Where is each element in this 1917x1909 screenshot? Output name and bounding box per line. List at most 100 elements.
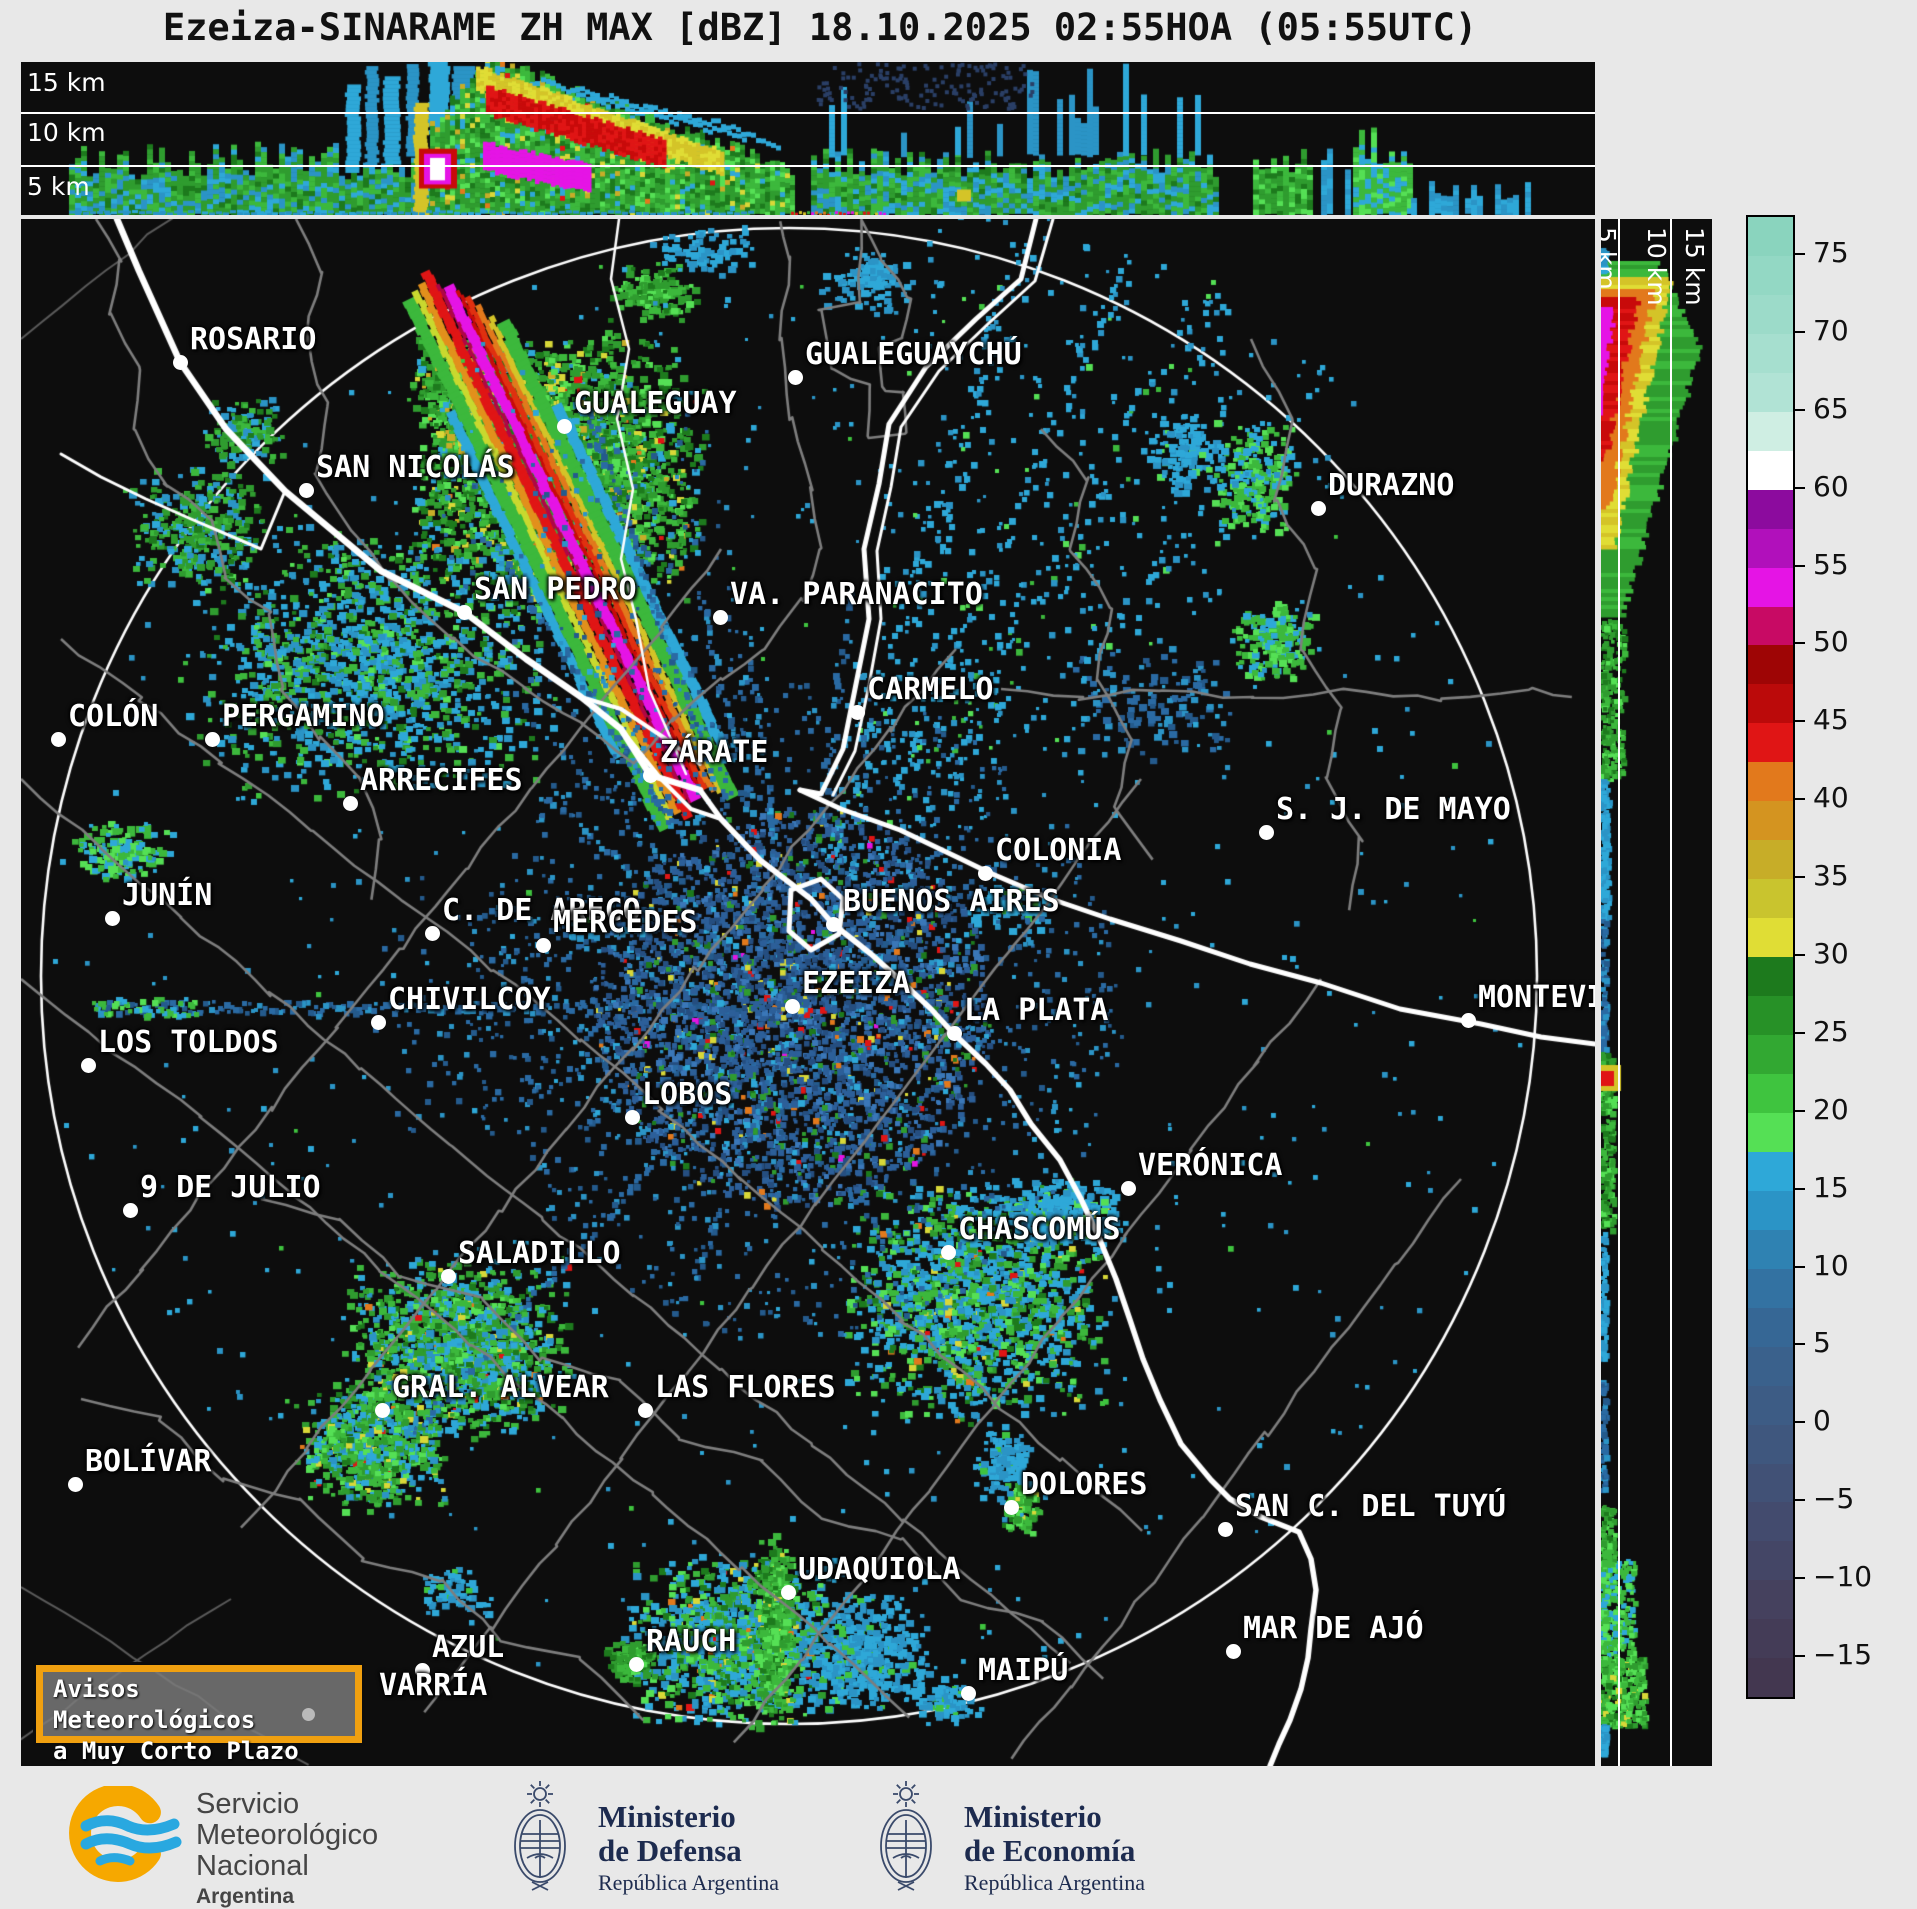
top-cross-section-canvas	[21, 62, 1595, 215]
city-label: LA PLATA	[964, 993, 1109, 1028]
colorbar-tick	[1793, 1499, 1805, 1502]
colorbar-segment	[1748, 840, 1793, 880]
colorbar-tick	[1793, 564, 1805, 567]
city-dot	[205, 732, 220, 747]
right-cross-section-panel: 5 km 10 km 15 km	[1601, 219, 1712, 1766]
colorbar-tick	[1793, 330, 1805, 333]
city-label: LOBOS	[642, 1077, 733, 1112]
city-dot-behind-box	[302, 1708, 315, 1721]
colorbar-segment	[1748, 1424, 1793, 1464]
colorbar-tick	[1793, 1421, 1805, 1424]
colorbar-segment	[1748, 1073, 1793, 1113]
colorbar-segment	[1748, 684, 1793, 724]
colorbar-tick-label: −5	[1813, 1482, 1855, 1516]
colorbar-tick	[1793, 252, 1805, 255]
smn-line: Servicio	[196, 1788, 300, 1820]
colorbar-tick-label: 25	[1813, 1014, 1849, 1048]
city-label: COLÓN	[68, 699, 159, 734]
height-gridline	[21, 112, 1595, 114]
colorbar-tick-label: −10	[1813, 1560, 1873, 1594]
coat-of-arms-icon	[514, 1781, 566, 1891]
city-dot	[536, 938, 551, 953]
colorbar-segment	[1748, 450, 1793, 490]
colorbar-tick-label: 30	[1813, 936, 1849, 970]
colorbar-segment	[1748, 217, 1793, 256]
city-dot	[1226, 1644, 1241, 1659]
colorbar-segment	[1748, 372, 1793, 412]
colorbar-segment	[1748, 1112, 1793, 1152]
height-axis-label: 5 km	[27, 172, 90, 201]
colorbar-segment	[1748, 489, 1793, 529]
smn-country: Argentina	[196, 1885, 295, 1908]
city-dot	[173, 355, 188, 370]
city-dot	[713, 610, 728, 625]
height-axis-label: 5 km	[1601, 227, 1621, 290]
colorbar-segment	[1748, 1307, 1793, 1347]
ministry-line: República Argentina	[964, 1870, 1146, 1895]
city-label: SAN C. DEL TUYÚ	[1235, 1489, 1506, 1524]
colorbar-segment	[1748, 1502, 1793, 1542]
city-dot	[978, 866, 993, 881]
city-dot	[105, 911, 120, 926]
colorbar-tick-label: 45	[1813, 703, 1849, 737]
city-label: VERÓNICA	[1138, 1148, 1283, 1183]
colorbar-tick-label: 35	[1813, 858, 1849, 892]
city-label: AZUL	[432, 1630, 505, 1665]
colorbar-segment	[1748, 801, 1793, 841]
city-dot	[557, 419, 572, 434]
colorbar-tick	[1793, 1577, 1805, 1580]
colorbar-tick	[1793, 1343, 1805, 1346]
colorbar-segment	[1748, 1619, 1793, 1659]
colorbar-tick-label: 65	[1813, 391, 1849, 425]
city-label: EZEIZA	[802, 966, 911, 1001]
colorbar-tick-label: 55	[1813, 547, 1849, 581]
city-label: MERCEDES	[553, 905, 698, 940]
city-dot	[415, 1663, 430, 1678]
city-label: GUALEGUAY	[574, 386, 737, 421]
top-cross-section-panel: 15 km 10 km 5 km	[21, 62, 1595, 215]
city-label: VARRÍA	[379, 1668, 488, 1703]
city-dot	[81, 1058, 96, 1073]
city-dot	[441, 1269, 456, 1284]
colorbar-segment	[1748, 723, 1793, 763]
city-label: RAUCH	[646, 1624, 737, 1659]
smn-text: Servicio Meteorológico Nacional Argentin…	[196, 1789, 378, 1909]
city-label: DOLORES	[1021, 1467, 1148, 1502]
city-label: SALADILLO	[458, 1236, 621, 1271]
colorbar-tick-label: 50	[1813, 625, 1849, 659]
city-label: DURAZNO	[1328, 468, 1455, 503]
city-label: ARRECIFES	[360, 763, 523, 798]
city-dot	[625, 1110, 640, 1125]
city-label: MONTEVI	[1478, 980, 1595, 1015]
city-label: GRAL. ALVEAR	[392, 1370, 609, 1405]
city-dot	[68, 1477, 83, 1492]
colorbar-tick-label: 70	[1813, 313, 1849, 347]
colorbar-tick-label: 40	[1813, 781, 1849, 815]
smn-logo	[56, 1784, 188, 1890]
colorbar-segment	[1748, 1229, 1793, 1269]
city-dot	[1004, 1500, 1019, 1515]
city-dot	[947, 1026, 962, 1041]
city-dot	[850, 705, 865, 720]
colorbar-tick-label: 15	[1813, 1170, 1849, 1204]
radar-map-canvas	[21, 219, 1595, 1766]
city-label: PERGAMINO	[222, 699, 385, 734]
city-label: VA. PARANACITO	[730, 577, 983, 612]
city-dot	[299, 483, 314, 498]
colorbar-segment	[1748, 762, 1793, 802]
colorbar-tick-label: 60	[1813, 469, 1849, 503]
city-dot	[961, 1686, 976, 1701]
colorbar-segment	[1748, 1346, 1793, 1386]
city-label: ROSARIO	[190, 322, 317, 357]
ministry-line: de Economía	[964, 1833, 1136, 1868]
colorbar-segment	[1748, 1190, 1793, 1230]
city-dot	[1218, 1522, 1233, 1537]
height-gridline	[1670, 219, 1672, 1766]
ministry-line: Ministerio	[964, 1799, 1102, 1834]
city-label: CHASCOMÚS	[958, 1212, 1121, 1247]
colorbar-tick	[1793, 954, 1805, 956]
city-label: MAR DE AJÓ	[1243, 1611, 1424, 1646]
colorbar-tick	[1793, 720, 1805, 723]
colorbar-tick	[1793, 1655, 1805, 1658]
city-dot	[638, 1403, 653, 1418]
